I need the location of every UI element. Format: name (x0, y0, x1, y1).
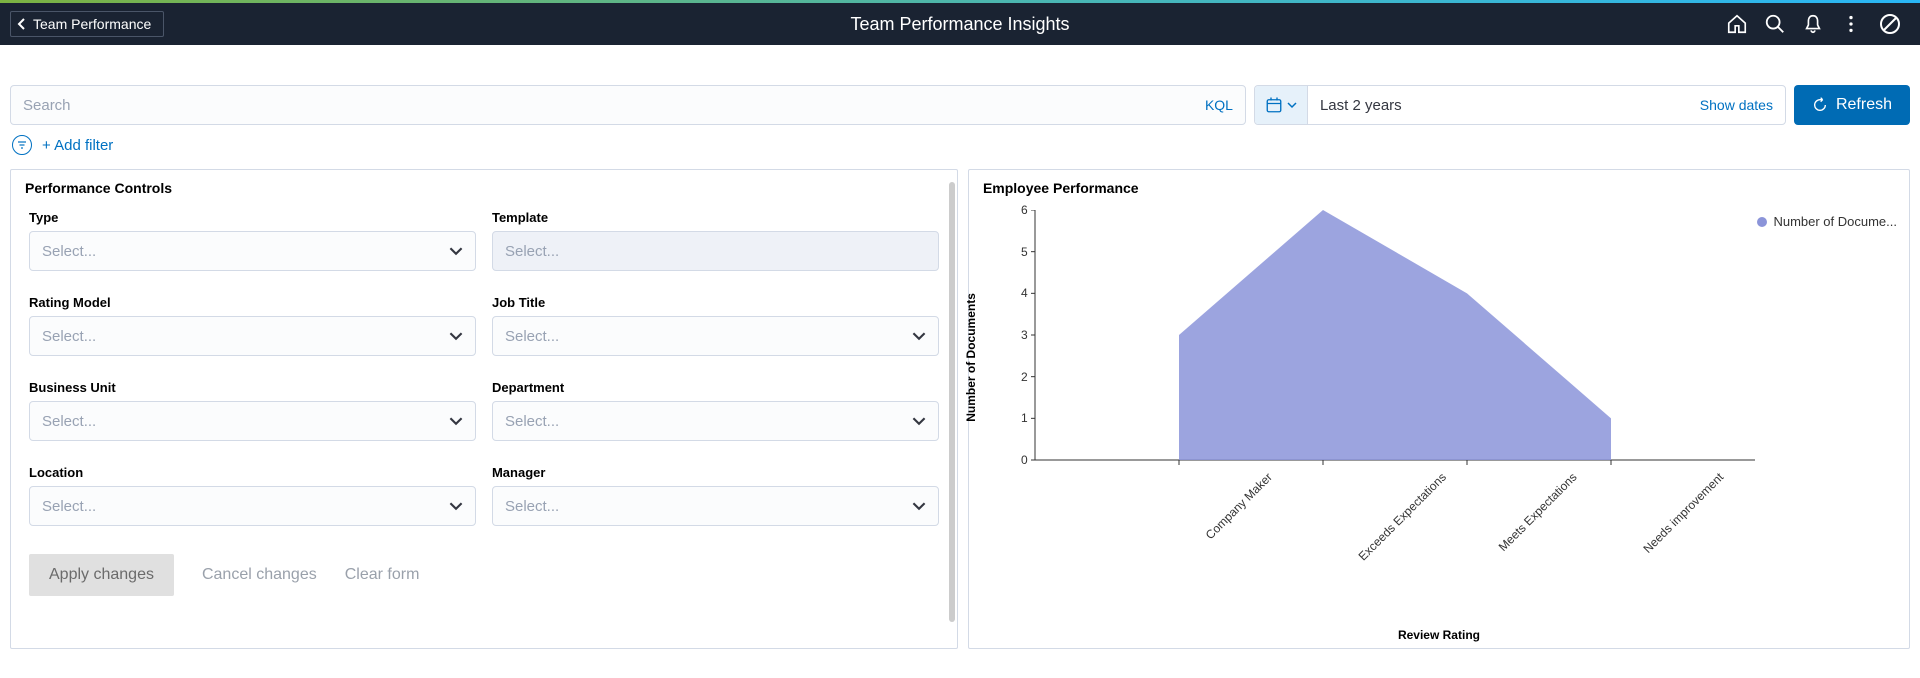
apply-changes-button[interactable]: Apply changes (29, 554, 174, 596)
calendar-icon (1265, 96, 1283, 114)
panel-scrollbar[interactable] (949, 182, 955, 622)
chevron-down-icon (449, 414, 463, 428)
header-icon-group (1726, 12, 1910, 36)
back-button[interactable]: Team Performance (10, 11, 164, 37)
form-buttons: Apply changes Cancel changes Clear form (11, 530, 957, 596)
select-placeholder: Select... (42, 413, 96, 430)
add-filter-link[interactable]: + Add filter (42, 137, 113, 154)
performance-controls-panel: Performance Controls TypeSelect...Templa… (10, 169, 958, 649)
control-label: Business Unit (29, 380, 476, 395)
employee-performance-panel: Employee Performance Number of Docume...… (968, 169, 1910, 649)
date-range-picker[interactable]: Last 2 years Show dates (1254, 85, 1786, 125)
date-icon-box (1255, 86, 1308, 124)
x-tick-label: Exceeds Expectations (1356, 470, 1449, 563)
control-field: Rating Model Select... (29, 295, 476, 356)
control-field: Manager Select... (492, 465, 939, 526)
select-department[interactable]: Select... (492, 401, 939, 441)
select-business-unit[interactable]: Select... (29, 401, 476, 441)
kql-toggle[interactable]: KQL (1193, 97, 1233, 113)
chevron-down-icon (912, 329, 926, 343)
select-placeholder: Select... (42, 328, 96, 345)
control-label: Location (29, 465, 476, 480)
select-manager[interactable]: Select... (492, 486, 939, 526)
controls-grid: TypeSelect...TemplateSelect...Rating Mod… (11, 206, 957, 530)
select-placeholder: Select... (505, 328, 559, 345)
x-axis-label: Review Rating (1398, 628, 1480, 642)
area-chart-svg (999, 210, 1775, 480)
chart-panel-title: Employee Performance (969, 170, 1909, 206)
chevron-down-icon (449, 499, 463, 513)
chevron-down-icon (449, 329, 463, 343)
control-label: Manager (492, 465, 939, 480)
control-label: Job Title (492, 295, 939, 310)
select-template: Select... (492, 231, 939, 271)
app-header: Team Performance Team Performance Insigh… (0, 3, 1920, 45)
chevron-down-icon (912, 414, 926, 428)
chevron-down-icon (449, 244, 463, 258)
select-location[interactable]: Select... (29, 486, 476, 526)
select-type[interactable]: Select... (29, 231, 476, 271)
control-field: Department Select... (492, 380, 939, 441)
show-dates-link[interactable]: Show dates (1700, 97, 1773, 113)
home-icon[interactable] (1726, 13, 1748, 35)
chart-legend: Number of Docume... (1757, 214, 1897, 229)
controls-panel-title: Performance Controls (11, 170, 957, 206)
search-bar-row: KQL Last 2 years Show dates Refresh (0, 45, 1920, 131)
control-label: Type (29, 210, 476, 225)
select-placeholder: Select... (42, 243, 96, 260)
y-axis-label: Number of Documents (964, 293, 978, 422)
control-field: Type Select... (29, 210, 476, 271)
legend-label: Number of Docume... (1773, 214, 1897, 229)
select-placeholder: Select... (505, 413, 559, 430)
filter-icon[interactable] (12, 135, 32, 155)
back-button-label: Team Performance (33, 16, 151, 32)
select-placeholder: Select... (505, 243, 559, 260)
area-series (1179, 210, 1611, 460)
select-rating-model[interactable]: Select... (29, 316, 476, 356)
control-field: Job Title Select... (492, 295, 939, 356)
more-vertical-icon[interactable] (1840, 13, 1862, 35)
chevron-left-icon (17, 17, 27, 31)
cancel-changes-button[interactable]: Cancel changes (202, 566, 317, 584)
chart-container: Number of Docume... Number of Documents … (969, 206, 1909, 646)
chevron-down-icon (1287, 100, 1297, 110)
filter-row: + Add filter (0, 131, 1920, 169)
control-field: Template Select... (492, 210, 939, 271)
select-placeholder: Select... (505, 498, 559, 515)
x-tick-label: Company Maker (1203, 470, 1275, 542)
refresh-button-label: Refresh (1836, 96, 1892, 114)
select-placeholder: Select... (42, 498, 96, 515)
search-icon[interactable] (1764, 13, 1786, 35)
bell-icon[interactable] (1802, 13, 1824, 35)
search-input[interactable] (23, 97, 1193, 114)
select-job-title[interactable]: Select... (492, 316, 939, 356)
date-text-wrap: Last 2 years Show dates (1308, 97, 1785, 114)
page-title: Team Performance Insights (850, 14, 1069, 35)
refresh-icon (1812, 97, 1828, 113)
control-field: Location Select... (29, 465, 476, 526)
panels-row: Performance Controls TypeSelect...Templa… (0, 169, 1920, 649)
search-input-wrap: KQL (10, 85, 1246, 125)
control-label: Department (492, 380, 939, 395)
date-range-value: Last 2 years (1320, 97, 1402, 114)
control-label: Template (492, 210, 939, 225)
block-icon[interactable] (1878, 12, 1902, 36)
clear-form-button[interactable]: Clear form (345, 566, 420, 584)
control-field: Business Unit Select... (29, 380, 476, 441)
control-label: Rating Model (29, 295, 476, 310)
refresh-button[interactable]: Refresh (1794, 85, 1910, 125)
x-tick-label: Meets Expectations (1496, 470, 1580, 554)
x-tick-label: Needs improvement (1640, 470, 1726, 556)
chevron-down-icon (912, 499, 926, 513)
